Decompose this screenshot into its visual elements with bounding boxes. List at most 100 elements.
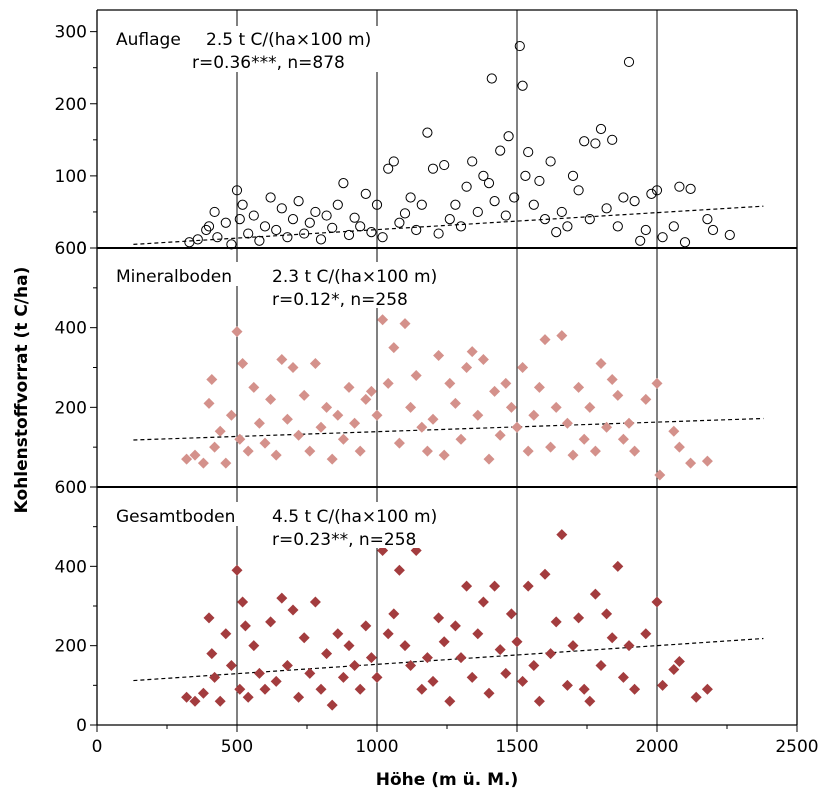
data-point bbox=[197, 457, 209, 469]
data-point bbox=[522, 580, 534, 592]
data-point bbox=[466, 671, 478, 683]
data-point bbox=[601, 421, 613, 433]
data-point bbox=[612, 560, 624, 572]
data-point bbox=[287, 604, 299, 616]
data-point bbox=[382, 628, 394, 640]
data-point bbox=[214, 695, 226, 707]
data-point bbox=[489, 580, 501, 592]
data-point bbox=[623, 56, 635, 68]
data-point bbox=[668, 425, 680, 437]
data-point bbox=[467, 156, 478, 167]
data-point bbox=[486, 73, 497, 84]
annotation-bg-gesamtboden-stats bbox=[262, 526, 462, 548]
data-point bbox=[450, 199, 461, 210]
data-point bbox=[253, 417, 265, 429]
data-point bbox=[321, 648, 333, 660]
y-tick-label: 300 bbox=[55, 23, 87, 43]
x-tick-label: 0 bbox=[92, 737, 103, 757]
data-point bbox=[528, 409, 540, 421]
data-point bbox=[635, 235, 646, 246]
data-point bbox=[707, 224, 719, 236]
panel-name-gesamtboden: Gesamtboden bbox=[116, 507, 235, 527]
data-point bbox=[629, 683, 641, 695]
data-point bbox=[651, 596, 663, 608]
data-point bbox=[500, 667, 512, 679]
data-point bbox=[394, 217, 405, 228]
data-point bbox=[433, 612, 445, 624]
annotation-bg-mineralboden-stats bbox=[262, 286, 462, 308]
data-point bbox=[181, 453, 193, 465]
data-point bbox=[337, 671, 349, 683]
data-point bbox=[234, 214, 245, 225]
data-point bbox=[623, 640, 635, 652]
data-point bbox=[433, 350, 445, 362]
data-point bbox=[562, 221, 573, 232]
data-point bbox=[472, 409, 484, 421]
data-point bbox=[651, 377, 663, 389]
data-point bbox=[651, 185, 663, 196]
data-point bbox=[271, 224, 282, 236]
data-point bbox=[326, 699, 338, 711]
data-point bbox=[701, 683, 713, 695]
data-point bbox=[618, 192, 629, 203]
data-point bbox=[489, 196, 500, 207]
data-point bbox=[511, 421, 523, 433]
data-point bbox=[657, 679, 669, 691]
trend-line bbox=[133, 205, 764, 245]
data-point bbox=[270, 675, 282, 687]
data-point bbox=[405, 401, 417, 413]
data-point bbox=[461, 181, 472, 192]
data-point bbox=[282, 232, 293, 243]
data-point bbox=[265, 616, 277, 628]
data-point bbox=[270, 449, 282, 461]
data-point bbox=[237, 358, 249, 370]
stats-label-auflage: r=0.36***, n=878 bbox=[192, 53, 345, 73]
data-point bbox=[520, 170, 531, 181]
data-point bbox=[243, 228, 254, 239]
data-point bbox=[606, 373, 618, 385]
data-point bbox=[181, 691, 193, 703]
panel-frames bbox=[96, 9, 798, 726]
data-point bbox=[724, 229, 735, 241]
data-point bbox=[573, 612, 585, 624]
data-point bbox=[360, 393, 372, 405]
data-point bbox=[315, 234, 327, 245]
data-point bbox=[455, 433, 467, 445]
data-point bbox=[595, 123, 607, 135]
data-point bbox=[237, 199, 248, 210]
data-point bbox=[287, 214, 299, 225]
y-tick-label: 600 bbox=[55, 478, 87, 498]
data-point bbox=[366, 227, 377, 238]
data-point bbox=[332, 628, 344, 640]
data-point bbox=[393, 437, 405, 449]
data-point bbox=[523, 146, 534, 158]
data-point bbox=[494, 644, 506, 656]
data-point bbox=[201, 224, 212, 236]
x-tick-label: 2500 bbox=[775, 737, 818, 757]
data-point bbox=[383, 163, 394, 174]
data-point bbox=[309, 596, 321, 608]
data-point bbox=[466, 346, 478, 358]
data-point bbox=[584, 401, 596, 413]
data-point bbox=[293, 429, 305, 441]
data-point bbox=[505, 401, 517, 413]
data-point bbox=[503, 131, 514, 142]
data-point bbox=[253, 667, 265, 679]
x-tick-label: 1000 bbox=[355, 737, 398, 757]
trend-line bbox=[133, 637, 764, 682]
data-point bbox=[702, 214, 713, 225]
data-point bbox=[259, 221, 271, 232]
data-point bbox=[539, 334, 551, 346]
stats-label-gesamtboden: r=0.23**, n=258 bbox=[272, 530, 416, 550]
data-point bbox=[399, 208, 411, 219]
data-point bbox=[399, 640, 411, 652]
data-point bbox=[438, 636, 450, 648]
data-point bbox=[578, 683, 590, 695]
data-point bbox=[355, 221, 366, 232]
data-point bbox=[654, 469, 666, 481]
data-point bbox=[444, 214, 455, 225]
data-point bbox=[281, 660, 293, 671]
y-tick-label: 0 bbox=[76, 478, 87, 498]
data-point bbox=[573, 185, 584, 196]
